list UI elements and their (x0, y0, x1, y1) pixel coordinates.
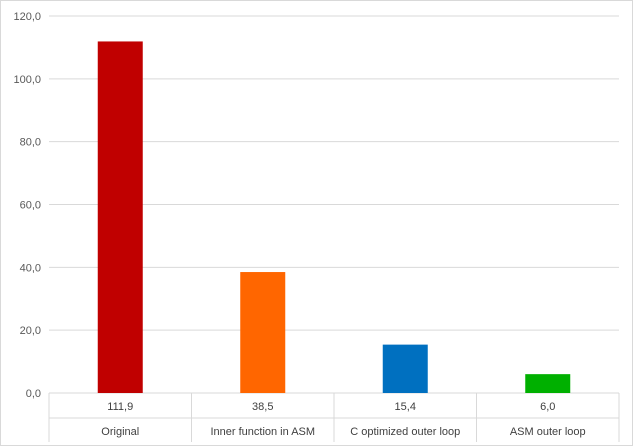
data-label: 111,9 (107, 401, 133, 413)
bar (382, 344, 428, 393)
y-tick-label: 100,0 (13, 74, 41, 86)
data-label: 38,5 (252, 401, 273, 413)
y-axis-ticks: 0,0 20,0 40,0 60,0 80,0 100,0 120,0 (13, 11, 41, 400)
y-tick-label: 20,0 (20, 325, 41, 337)
category-label: Original (101, 426, 139, 438)
y-tick-label: 120,0 (13, 11, 41, 23)
y-tick-label: 80,0 (20, 137, 41, 149)
gridlines (49, 15, 619, 394)
y-tick-label: 40,0 (20, 262, 41, 274)
bar (97, 41, 143, 393)
data-label: 6,0 (540, 401, 555, 413)
bar (240, 272, 286, 393)
category-label: ASM outer loop (510, 426, 586, 438)
y-tick-label: 0,0 (26, 388, 41, 400)
category-label: Inner function in ASM (210, 426, 315, 438)
data-label: 15,4 (395, 401, 416, 413)
bar (525, 374, 571, 393)
y-tick-label: 60,0 (20, 200, 41, 212)
data-table: 111,9 Original 38,5 Inner function in ASM 15… (48, 393, 620, 442)
bars (97, 41, 571, 393)
category-label: C optimized outer loop (350, 426, 460, 438)
